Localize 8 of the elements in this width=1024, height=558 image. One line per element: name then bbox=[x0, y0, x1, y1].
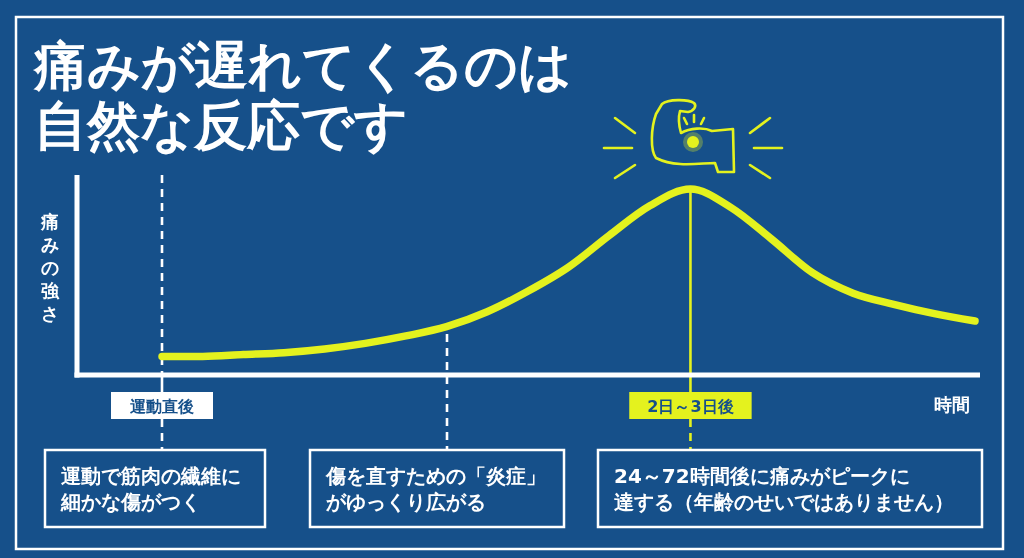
text: 24～72時間後に痛みがピークに達する（年齢のせいではありません） bbox=[614, 464, 954, 514]
text: 運動で筋肉の繊維に細かな傷がつく bbox=[60, 464, 241, 514]
x-tick-label: 運動直後 bbox=[129, 397, 194, 416]
x-tick-label: 2日～3日後 bbox=[647, 397, 734, 416]
text: 傷を直すための「炎症」がゆっくり広がる bbox=[325, 464, 546, 514]
x-axis-title: 時間 bbox=[934, 394, 970, 415]
chart-title: 痛みが遅れてくるのは自然な反応です bbox=[32, 35, 572, 156]
y-axis-title: 痛みの強さ bbox=[40, 211, 60, 324]
